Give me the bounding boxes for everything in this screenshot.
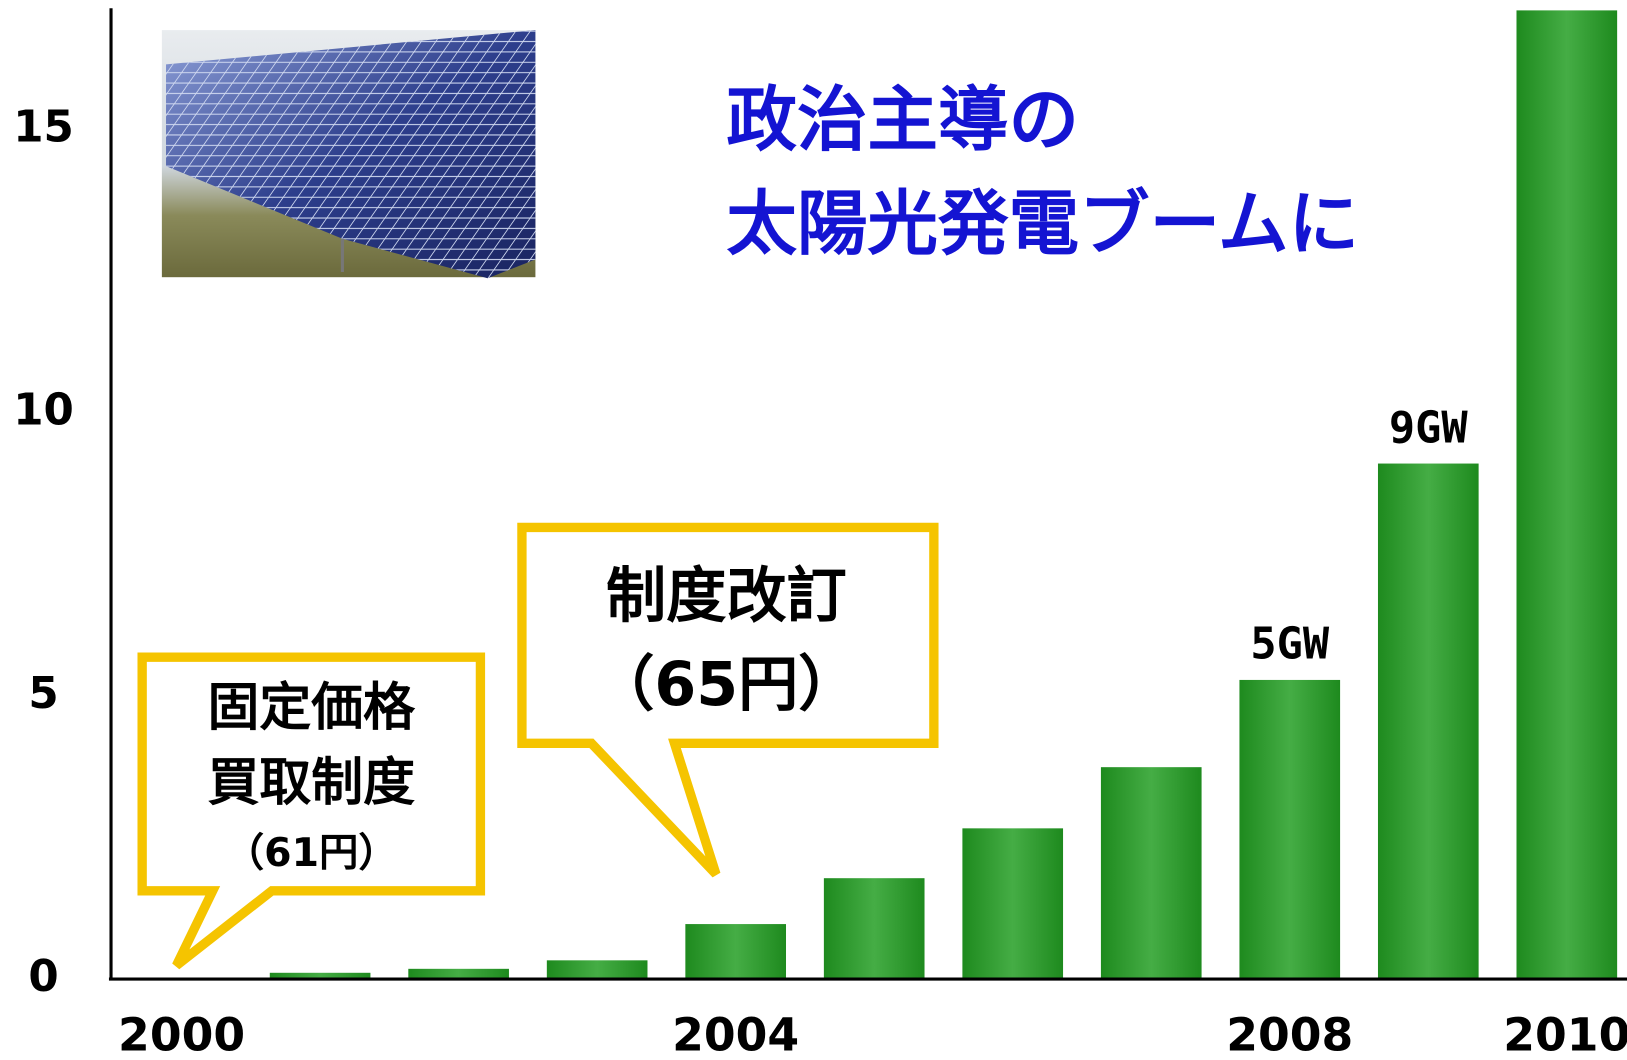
- annotation-text: 制度改訂: [606, 562, 847, 632]
- y-tick-label: 15: [13, 102, 74, 152]
- x-tick-label: 2000: [118, 1009, 245, 1060]
- bar: [1377, 463, 1479, 980]
- y-tick-label: 5: [28, 669, 58, 719]
- bar: [962, 828, 1064, 980]
- annotation-text: （61円）: [225, 830, 398, 876]
- annotation-text: 買取制度: [208, 753, 416, 813]
- x-tick-label: 2008: [1226, 1009, 1353, 1060]
- value-label: 9GW: [1389, 403, 1468, 453]
- bar: [269, 972, 371, 980]
- annotation-text: 固定価格: [208, 678, 417, 738]
- y-tick-label: 10: [13, 386, 74, 436]
- bar: [546, 960, 648, 980]
- y-tick-label: 0: [28, 952, 58, 1002]
- chart-title: 太陽光発電ブームに: [726, 182, 1359, 265]
- bar: [408, 968, 509, 980]
- bar: [1239, 679, 1341, 980]
- bar: [685, 924, 787, 980]
- bar: [1516, 10, 1618, 980]
- photo: [161, 30, 536, 279]
- bar: [1100, 767, 1202, 980]
- bar: [823, 878, 925, 980]
- x-tick-label: 2004: [672, 1009, 799, 1060]
- callout: 固定価格 買取制度 （61円）: [137, 652, 486, 970]
- x-tick-label: 2010: [1503, 1009, 1627, 1060]
- callout: 制度改訂 （65円）: [517, 522, 939, 878]
- annotation-text: （65円）: [594, 650, 858, 720]
- value-label: 5GW: [1250, 620, 1329, 670]
- chart-title: 政治主導の: [726, 78, 1079, 161]
